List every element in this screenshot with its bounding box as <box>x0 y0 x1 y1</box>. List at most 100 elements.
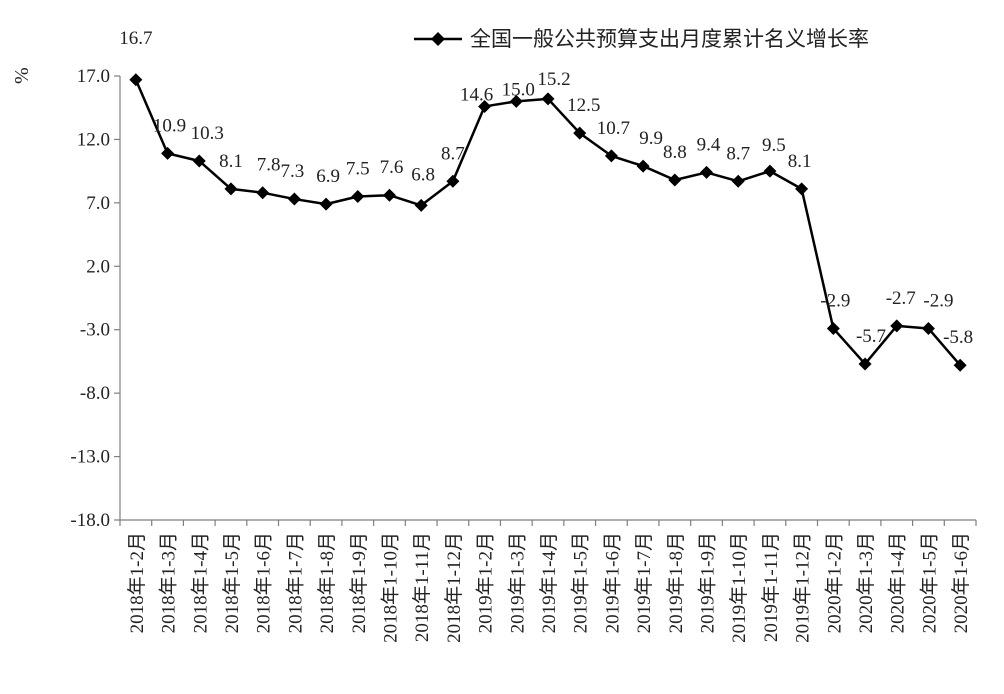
data-point-marker <box>953 358 967 372</box>
data-point-marker <box>129 73 143 87</box>
data-point-marker <box>573 126 587 140</box>
data-label: 7.6 <box>380 157 404 178</box>
x-tick-label: 2019年1-3月 <box>506 532 528 633</box>
legend: 全国一般公共预算支出月度累计名义增长率 <box>414 27 869 51</box>
data-label: 8.1 <box>788 151 812 172</box>
x-tick-label: 2019年1-11月 <box>760 532 782 642</box>
legend-series-name: 全国一般公共预算支出月度累计名义增长率 <box>470 27 869 51</box>
data-label: 15.2 <box>537 69 570 90</box>
data-label: 6.9 <box>316 166 340 187</box>
data-point-marker <box>446 174 460 188</box>
data-label: 7.8 <box>257 155 281 176</box>
x-tick-label: 2020年1-5月 <box>918 532 940 633</box>
y-tick-label: 17.0 <box>77 66 110 87</box>
data-label: 6.8 <box>411 164 435 185</box>
data-point-marker <box>604 149 618 163</box>
data-label: -5.8 <box>943 327 973 348</box>
data-labels: 16.7 10.9 10.3 8.1 7.8 7.3 6.9 7.5 7.6 6.8 8.7 14.6… <box>119 28 973 348</box>
data-label: 12.5 <box>567 95 600 116</box>
data-label: 8.1 <box>219 151 243 172</box>
data-point-marker <box>921 321 935 335</box>
y-tick-label: -13.0 <box>70 447 110 468</box>
x-axis-ticks: 2018年1-2月 2018年1-3月 2018年1-4月 2018年1-5月 2018… <box>119 520 977 643</box>
data-point-marker <box>256 186 270 200</box>
data-label: 16.7 <box>119 28 152 49</box>
series-line-group <box>134 79 962 367</box>
data-point-marker <box>319 197 333 211</box>
data-point-marker <box>224 182 238 196</box>
x-tick-label: 2018年1-2月 <box>126 532 148 633</box>
x-tick-label: 2018年1-6月 <box>253 532 275 633</box>
data-point-marker <box>478 99 492 113</box>
data-point-marker <box>161 146 175 160</box>
data-point-marker <box>382 188 396 202</box>
data-point-marker <box>636 159 650 173</box>
series-line <box>134 79 962 367</box>
y-tick-label: -8.0 <box>80 383 110 404</box>
data-label: 10.7 <box>597 118 630 139</box>
x-tick-label: 2019年1-6月 <box>601 532 623 633</box>
x-tick-label: 2018年1-7月 <box>284 532 306 633</box>
data-point-marker <box>858 357 872 371</box>
y-tick-label: 7.0 <box>86 193 110 214</box>
x-tick-label: 2019年1-10月 <box>728 532 750 643</box>
x-tick-label: 2020年1-4月 <box>887 532 909 633</box>
data-point-marker <box>731 174 745 188</box>
x-tick-label: 2019年1-2月 <box>475 532 497 633</box>
x-tick-label: 2020年1-2月 <box>823 532 845 633</box>
data-point-marker <box>890 319 904 333</box>
data-label: -2.7 <box>886 288 916 309</box>
data-point-marker <box>763 164 777 178</box>
data-point-marker <box>414 198 428 212</box>
y-tick-label: -3.0 <box>80 320 110 341</box>
x-tick-label: 2019年1-7月 <box>633 532 655 633</box>
data-point-marker <box>700 165 714 179</box>
x-tick-label: 2018年1-9月 <box>348 532 370 633</box>
data-label: 8.7 <box>441 143 465 164</box>
x-tick-label: 2019年1-12月 <box>792 532 814 643</box>
y-axis-ticks: 17.0 12.0 7.0 2.0 -3.0 -8.0 -13.0 -18.0 <box>70 66 120 531</box>
data-label: 9.4 <box>697 134 721 155</box>
data-point-marker <box>541 92 555 106</box>
data-label: 8.8 <box>663 142 687 163</box>
data-label: -2.9 <box>923 290 953 311</box>
data-label: 9.9 <box>639 128 663 149</box>
legend-marker <box>431 32 445 46</box>
x-tick-label: 2018年1-5月 <box>221 532 243 633</box>
data-label: 10.9 <box>153 115 186 136</box>
data-label: 14.6 <box>460 84 493 105</box>
data-label: 8.7 <box>726 143 750 164</box>
data-label: 7.3 <box>280 161 304 182</box>
data-label: -5.7 <box>856 326 886 347</box>
x-tick-label: 2019年1-9月 <box>697 532 719 633</box>
data-point-marker <box>826 321 840 335</box>
data-label: 9.5 <box>762 135 786 156</box>
y-tick-label: 2.0 <box>86 256 110 277</box>
x-tick-label: 2018年1-12月 <box>443 532 465 643</box>
data-label: -2.9 <box>820 290 850 311</box>
data-label: 10.3 <box>191 123 224 144</box>
data-point-marker <box>668 173 682 187</box>
series-markers <box>129 73 967 372</box>
data-point-marker <box>287 192 301 206</box>
data-point-marker <box>351 190 365 204</box>
chart-axes <box>119 76 976 521</box>
x-tick-label: 2018年1-4月 <box>189 532 211 633</box>
data-label: 7.5 <box>346 159 370 180</box>
data-point-marker <box>795 182 809 196</box>
data-label: 15.0 <box>502 79 535 100</box>
x-tick-label: 2019年1-4月 <box>538 532 560 633</box>
y-tick-label: -18.0 <box>70 510 110 531</box>
x-tick-label: 2019年1-8月 <box>665 532 687 633</box>
x-tick-label: 2020年1-6月 <box>950 532 972 633</box>
x-tick-label: 2018年1-3月 <box>158 532 180 633</box>
data-point-marker <box>509 94 523 108</box>
data-point-marker <box>192 154 206 168</box>
x-tick-label: 2020年1-3月 <box>855 532 877 633</box>
x-tick-label: 2018年1-10月 <box>379 532 401 643</box>
y-tick-label: 12.0 <box>77 129 110 150</box>
x-tick-label: 2018年1-8月 <box>316 532 338 633</box>
y-axis-unit-label: % <box>11 67 33 84</box>
x-tick-label: 2019年1-5月 <box>570 532 592 633</box>
